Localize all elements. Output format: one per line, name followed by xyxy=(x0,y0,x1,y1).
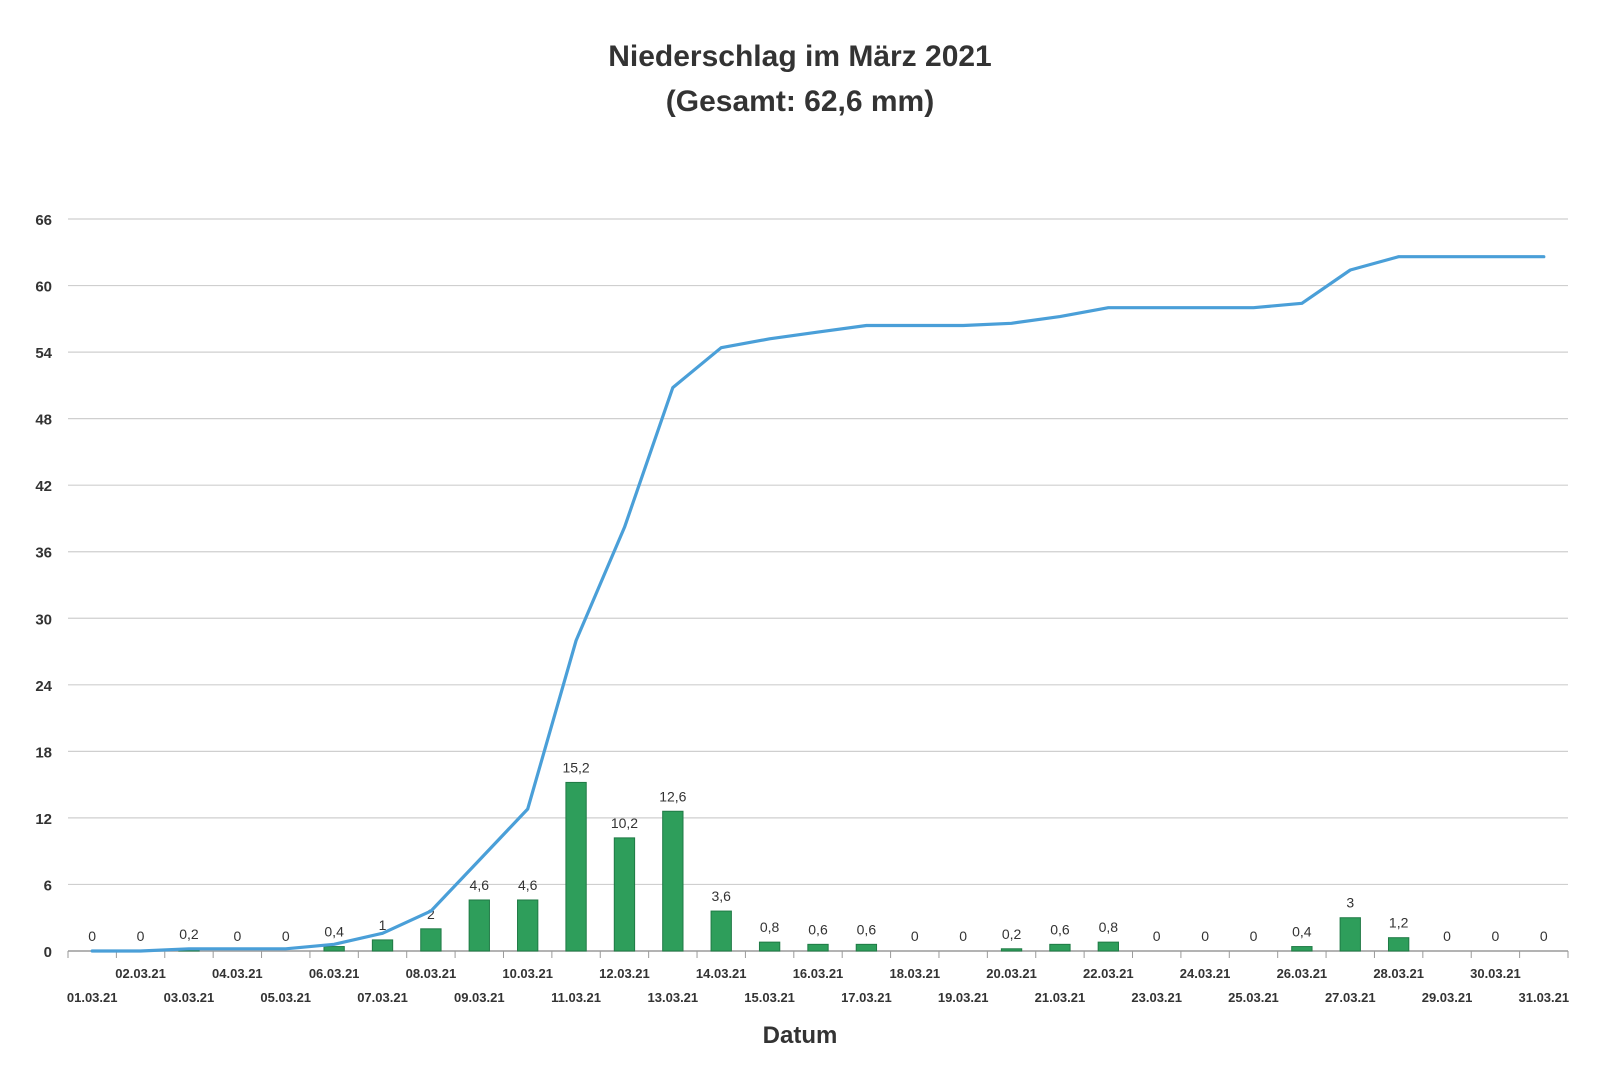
bar xyxy=(1097,941,1119,952)
y-tick-label: 36 xyxy=(35,545,52,562)
bar xyxy=(807,943,829,952)
bar xyxy=(1339,917,1361,952)
y-tick-label: 12 xyxy=(35,811,52,828)
data-label: 0,2 xyxy=(1002,926,1022,942)
bar xyxy=(710,910,732,952)
y-tick-label: 6 xyxy=(44,877,52,894)
x-tick-label: 13.03.21 xyxy=(648,990,699,1005)
bar xyxy=(613,837,636,952)
x-tick-label: 12.03.21 xyxy=(599,966,650,981)
bar xyxy=(855,943,878,952)
x-tick-label: 04.03.21 xyxy=(212,966,263,981)
x-tick-label: 11.03.21 xyxy=(551,990,601,1005)
y-tick-label: 60 xyxy=(35,279,52,296)
y-tick-label: 42 xyxy=(35,478,52,495)
x-tick-label: 02.03.21 xyxy=(115,966,166,981)
x-tick-label: 05.03.21 xyxy=(260,990,311,1005)
data-label: 0,2 xyxy=(179,926,199,942)
data-label: 1,2 xyxy=(1389,915,1409,931)
data-label: 0,8 xyxy=(760,919,780,935)
data-label: 1 xyxy=(379,917,387,933)
x-tick-label: 31.03.21 xyxy=(1519,990,1570,1005)
y-tick-label: 66 xyxy=(35,212,52,229)
y-tick-label: 30 xyxy=(35,611,52,628)
y-tick-label: 18 xyxy=(35,744,52,761)
data-label: 0,6 xyxy=(808,921,828,937)
x-tick-label: 24.03.21 xyxy=(1180,966,1231,981)
data-label: 3 xyxy=(1346,895,1354,911)
bar xyxy=(517,899,539,952)
bar xyxy=(1387,937,1410,952)
data-label: 0 xyxy=(911,928,919,944)
bar xyxy=(371,939,394,952)
data-label: 0 xyxy=(1443,928,1451,944)
x-tick-label: 17.03.21 xyxy=(841,990,892,1005)
bar xyxy=(420,928,442,952)
data-label: 3,6 xyxy=(711,888,731,904)
x-tick-label: 16.03.21 xyxy=(793,966,844,981)
x-tick-label: 29.03.21 xyxy=(1422,990,1473,1005)
bar xyxy=(1000,948,1023,952)
data-label: 0 xyxy=(1250,928,1258,944)
x-tick-label: 26.03.21 xyxy=(1277,966,1328,981)
x-tick-label: 14.03.21 xyxy=(696,966,747,981)
chart-title: Niederschlag im März 2021 xyxy=(608,40,992,73)
data-label: 15,2 xyxy=(562,759,589,775)
data-label: 0,4 xyxy=(1292,924,1312,940)
bar xyxy=(468,899,490,952)
data-label: 0 xyxy=(959,928,967,944)
x-tick-label: 19.03.21 xyxy=(938,990,989,1005)
x-tick-label: 10.03.21 xyxy=(502,966,553,981)
data-label: 0 xyxy=(1201,928,1209,944)
x-tick-label: 03.03.21 xyxy=(164,990,215,1005)
bar xyxy=(565,781,587,952)
data-label: 4,6 xyxy=(470,877,490,893)
x-tick-label: 18.03.21 xyxy=(889,966,940,981)
x-tick-label: 28.03.21 xyxy=(1373,966,1424,981)
data-label: 2 xyxy=(427,906,435,922)
bar xyxy=(758,941,781,952)
data-label: 0,6 xyxy=(857,921,877,937)
data-label: 0 xyxy=(137,928,145,944)
x-tick-label: 08.03.21 xyxy=(406,966,457,981)
y-tick-label: 48 xyxy=(35,412,52,429)
x-tick-label: 01.03.21 xyxy=(67,990,118,1005)
x-tick-label: 25.03.21 xyxy=(1228,990,1279,1005)
data-label: 0 xyxy=(1153,928,1161,944)
y-tick-label: 24 xyxy=(35,678,52,695)
x-tick-label: 20.03.21 xyxy=(986,966,1037,981)
x-tick-label: 22.03.21 xyxy=(1083,966,1134,981)
x-tick-label: 23.03.21 xyxy=(1131,990,1182,1005)
data-label: 0 xyxy=(88,928,96,944)
chart-subtitle: (Gesamt: 62,6 mm) xyxy=(665,85,935,118)
bar xyxy=(1291,946,1313,952)
data-label: 4,6 xyxy=(518,877,538,893)
bar xyxy=(1049,943,1071,952)
y-tick-label: 0 xyxy=(44,944,52,961)
x-tick-label: 21.03.21 xyxy=(1035,990,1086,1005)
bar xyxy=(323,946,345,952)
data-label: 0 xyxy=(1540,928,1548,944)
x-tick-label: 30.03.21 xyxy=(1470,966,1521,981)
data-label: 12,6 xyxy=(659,788,686,804)
data-label: 0 xyxy=(1492,928,1500,944)
x-tick-label: 06.03.21 xyxy=(309,966,360,981)
x-axis-label: Datum xyxy=(762,1022,838,1049)
data-label: 0,6 xyxy=(1050,921,1070,937)
data-label: 0 xyxy=(282,928,290,944)
data-label: 0,4 xyxy=(324,924,344,940)
bar xyxy=(662,810,684,952)
series-line xyxy=(90,255,1546,953)
x-tick-label: 15.03.21 xyxy=(744,990,795,1005)
y-tick-label: 54 xyxy=(35,345,52,362)
x-tick-label: 07.03.21 xyxy=(357,990,408,1005)
data-label: 0 xyxy=(233,928,241,944)
data-label: 0,8 xyxy=(1099,919,1119,935)
x-tick-label: 09.03.21 xyxy=(454,990,505,1005)
data-label: 10,2 xyxy=(611,815,638,831)
x-tick-label: 27.03.21 xyxy=(1325,990,1376,1005)
